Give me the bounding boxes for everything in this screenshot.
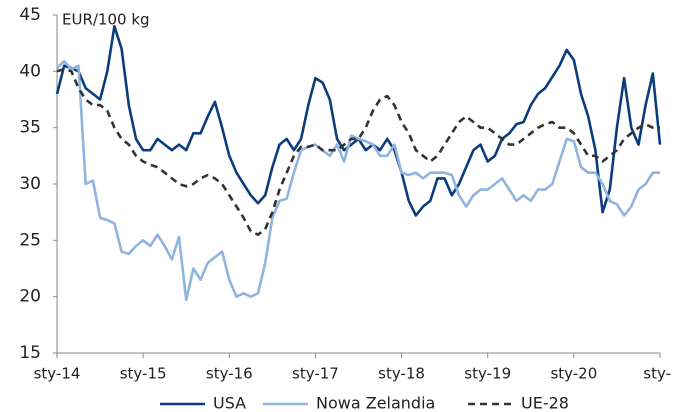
- x-tick-label: sty-20: [550, 365, 597, 383]
- series-line: [56, 67, 660, 236]
- legend-label: Nowa Zelandia: [316, 394, 435, 412]
- y-axis-label: EUR/100 kg: [62, 11, 150, 29]
- x-tick-label: sty-16: [206, 365, 253, 383]
- x-tick-label: sty-15: [120, 365, 167, 383]
- series-line: [55, 25, 662, 217]
- series-line: [56, 59, 660, 302]
- legend-label: USA: [213, 394, 246, 412]
- y-tick-label: 35: [19, 118, 41, 138]
- x-tick-label: sty-18: [378, 365, 425, 383]
- x-tick-label: sty-14: [34, 365, 81, 383]
- y-tick-label: 40: [19, 61, 41, 81]
- x-tick-label: sty-19: [464, 365, 511, 383]
- legend-label: UE-28: [521, 394, 569, 412]
- x-tick-label: sty-: [643, 365, 671, 383]
- x-tick-label: sty-17: [292, 365, 339, 383]
- y-tick-label: 45: [19, 5, 41, 25]
- y-tick-label: 25: [19, 230, 41, 250]
- y-tick-label: 15: [19, 343, 41, 363]
- y-tick-label: 30: [19, 174, 41, 194]
- y-tick-label: 20: [19, 287, 41, 307]
